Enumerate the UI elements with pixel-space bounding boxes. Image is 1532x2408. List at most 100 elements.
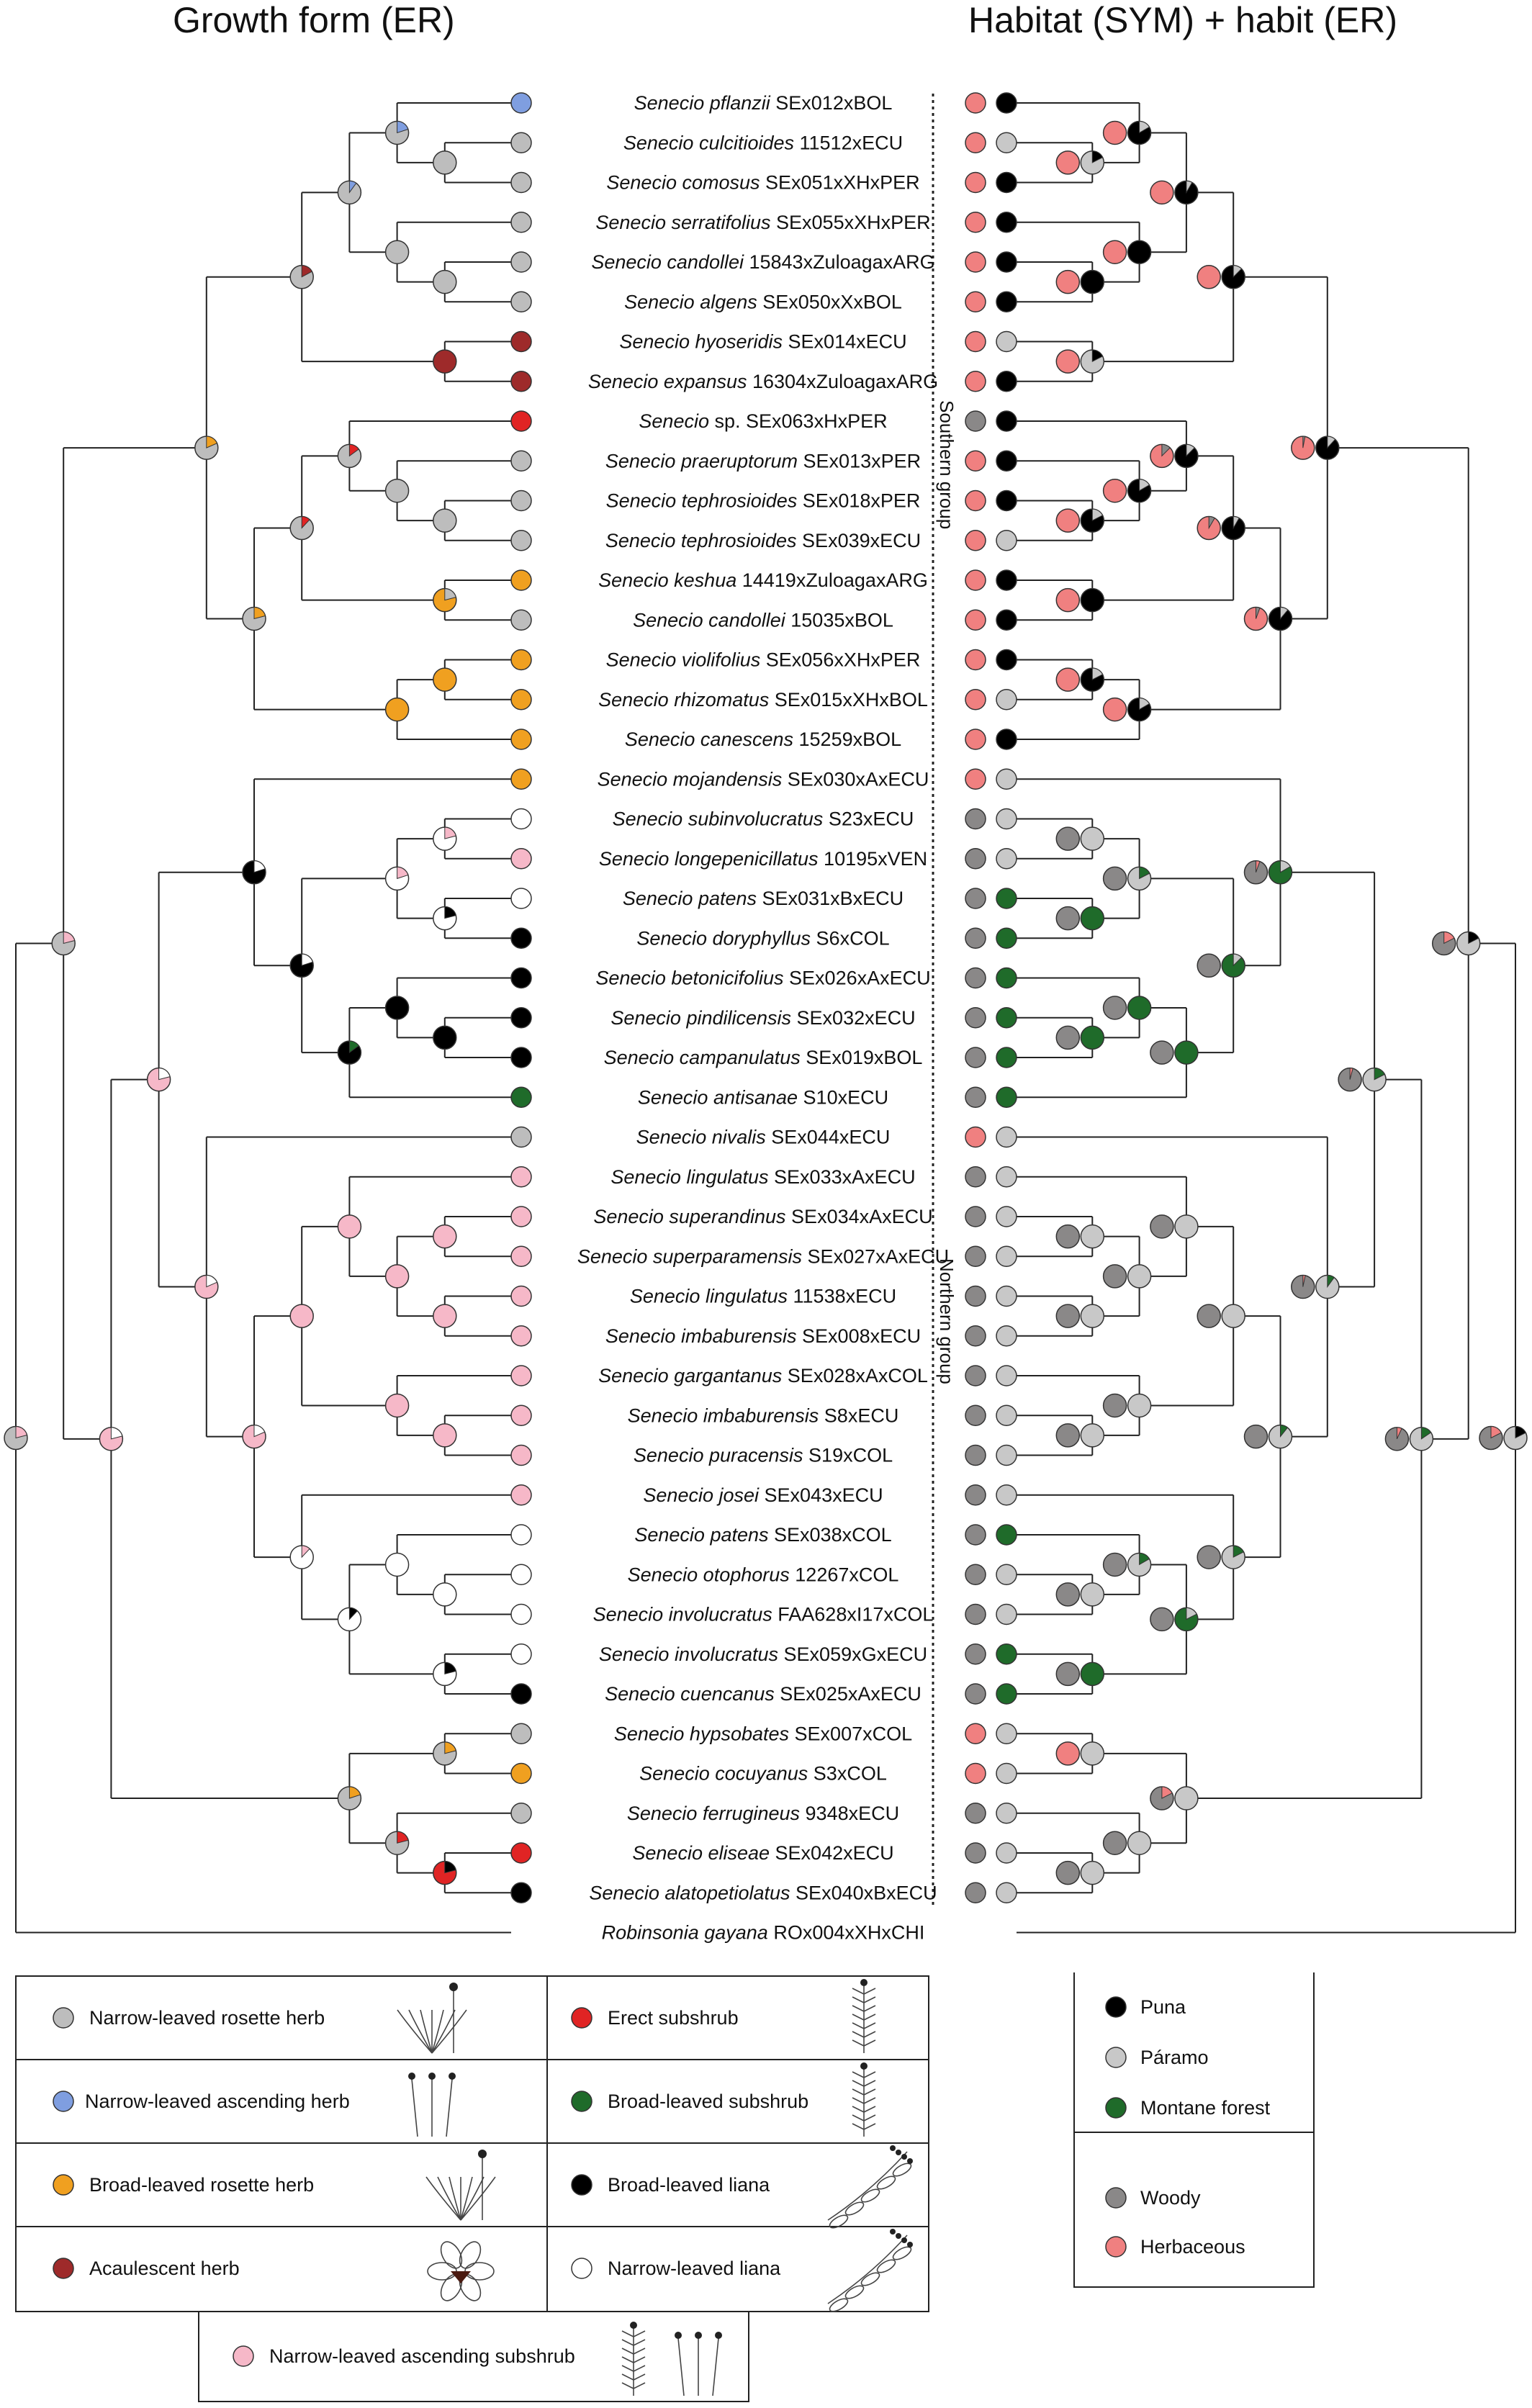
habitat-tip-marker: [996, 1803, 1017, 1824]
node-pie-wedge: [397, 1831, 409, 1844]
leaf-stroke: [460, 2176, 496, 2221]
habit-tip-marker: [965, 1723, 986, 1744]
node-pie-wedge: [206, 436, 218, 448]
taxon-label: Senecio expansus 16304xZuloagaxARG: [588, 371, 938, 392]
node-pie-wedge: [1091, 508, 1104, 521]
taxon-label: Senecio doryphyllus S6xCOL: [636, 927, 889, 949]
habitat-tip-marker: [996, 967, 1017, 989]
growth-form-tip-marker: [510, 1603, 532, 1625]
node-pie: [1197, 1304, 1221, 1328]
habitat-tip-marker: [996, 1047, 1017, 1068]
taxon-label: Senecio lingulatus 11538xECU: [630, 1286, 896, 1307]
node-pie-wedge: [444, 1741, 456, 1754]
habit-tip-marker: [965, 1245, 986, 1267]
growth-form-tip-marker: [510, 808, 532, 830]
node-pie-wedge: [1327, 436, 1336, 449]
node-pie: [1102, 866, 1127, 891]
habitat-tip-marker: [996, 1564, 1017, 1585]
taxon-name: Senecio candollei: [633, 609, 786, 631]
growth-legend-swatch: [571, 2174, 592, 2196]
habit-tip-marker: [965, 1683, 986, 1705]
taxon-name: Senecio subinvolucratus: [613, 808, 824, 830]
habitat-tip-marker: [996, 1245, 1017, 1267]
habitat-tip-marker: [996, 371, 1017, 392]
habit-tip-marker: [965, 1444, 986, 1466]
leaf-stroke: [440, 2241, 463, 2269]
node-pie-wedge: [397, 120, 409, 134]
taxon-label: Senecio nivalis SEx044xECU: [636, 1127, 891, 1148]
node-pie-wedge: [1161, 443, 1171, 457]
taxon-code: SEx050xXxBOL: [757, 291, 902, 312]
leaf-stroke: [852, 2022, 876, 2029]
growth-form-tip-marker: [510, 1842, 532, 1864]
taxon-label: Senecio superparamensis SEx027xAxECU: [577, 1245, 949, 1267]
habit-tip-marker: [965, 1803, 986, 1824]
node-pie-wedge: [1515, 1425, 1526, 1439]
node-pie-wedge: [1396, 1427, 1402, 1440]
flower-head: [428, 2073, 436, 2080]
growth-form-tip-marker: [510, 1365, 532, 1386]
growth-form-tip-marker: [510, 132, 532, 153]
habitat-tip-marker: [996, 1524, 1017, 1546]
habit-tip-marker: [965, 1524, 986, 1546]
node-pie: [433, 150, 457, 175]
taxon-name: Senecio culcitioides: [623, 132, 794, 153]
taxon-code: S23xECU: [823, 808, 914, 830]
habit-tip-marker: [965, 212, 986, 233]
node-pie-wedge: [301, 515, 310, 529]
habitat-tip-marker: [996, 1206, 1017, 1227]
node-pie: [384, 240, 410, 264]
taxon-code: SEx015xXHxBOL: [769, 689, 928, 711]
leaf-stroke: [852, 2123, 876, 2130]
habitat-tip-marker: [996, 1126, 1017, 1148]
node-pie: [433, 349, 457, 374]
node-pie: [1055, 349, 1081, 374]
taxon-label: Senecio gargantanus SEx028xAxCOL: [598, 1365, 928, 1386]
leaf-stroke: [876, 2175, 896, 2190]
node-pie: [1174, 1786, 1199, 1810]
habitat-tip-marker: [996, 1365, 1017, 1386]
growth-form-tip-marker: [510, 490, 532, 512]
taxon-name: Senecio candollei: [591, 251, 744, 273]
taxon-code: S6xCOL: [811, 927, 890, 949]
habitat-tip-marker: [996, 848, 1017, 870]
taxon-code: SEx019xBOL: [801, 1047, 923, 1068]
growth-form-tip-marker: [510, 1325, 532, 1347]
right-panel-title: Habitat (SYM) + habit (ER): [968, 0, 1398, 40]
node-pie-wedge: [444, 1661, 456, 1675]
flower-head: [451, 2271, 471, 2283]
habitat-tip-marker: [996, 768, 1017, 790]
habit-legend-swatch: [1105, 2236, 1127, 2258]
leaf-stroke: [449, 2176, 461, 2221]
flower-head: [715, 2332, 722, 2339]
growth-form-tip-marker: [510, 1683, 532, 1705]
growth-form-tip-marker: [510, 1245, 532, 1267]
taxon-name: Senecio violifolius: [606, 649, 761, 671]
phylogeny-figure: Senecio pflanzii SEx012xBOL Senecio culci…: [4, 92, 1528, 1944]
node-pie-wedge: [1349, 1068, 1353, 1080]
taxon-code: SEx055xXHxPER: [771, 212, 931, 233]
growth-form-tip-marker: [510, 768, 532, 790]
node-pie: [337, 1214, 362, 1239]
node-pie-wedge: [1091, 150, 1104, 163]
habit-tip-marker: [965, 291, 986, 312]
habitat-tip-marker: [996, 609, 1017, 631]
taxon-code: SEx040xBxECU: [790, 1882, 937, 1903]
node-pie-wedge: [206, 1275, 218, 1288]
node-pie: [1055, 1224, 1081, 1249]
leaf-stroke: [437, 2176, 461, 2221]
node-pie: [1080, 1304, 1105, 1328]
taxon-label: Senecio puracensis S19xCOL: [634, 1445, 893, 1466]
taxon-code: SEx044xECU: [766, 1127, 891, 1148]
taxon-code: SEx043xECU: [759, 1484, 883, 1506]
node-pie: [1080, 1860, 1105, 1885]
habitat-tip-marker: [996, 330, 1017, 353]
growth-legend-swatch: [571, 2091, 592, 2112]
plant-sketches: [397, 1979, 913, 2396]
flower-head: [449, 1983, 458, 1991]
habit-tip-marker: [965, 1086, 986, 1108]
taxon-label: Senecio josei SEx043xECU: [643, 1484, 883, 1506]
taxon-name: Robinsonia gayana: [602, 1922, 768, 1944]
taxon-code: ROx004xXHxCHI: [768, 1922, 925, 1944]
leaf-stroke: [852, 2088, 876, 2096]
